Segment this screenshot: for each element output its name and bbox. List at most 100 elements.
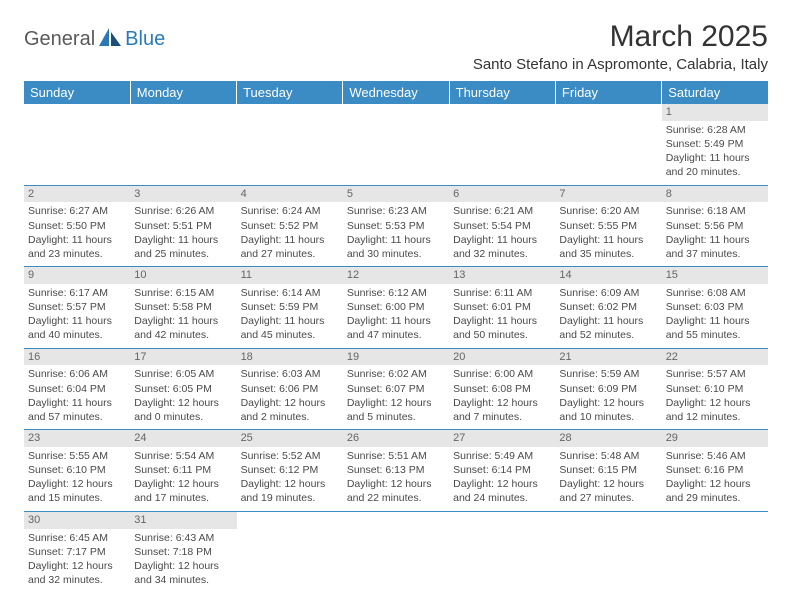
day-number: 20: [449, 349, 555, 366]
daylight-text-2: and 7 minutes.: [453, 410, 551, 424]
sunrise-text: Sunrise: 6:24 AM: [241, 204, 339, 218]
daylight-text-1: Daylight: 12 hours: [666, 396, 764, 410]
sunrise-text: Sunrise: 6:28 AM: [666, 123, 764, 137]
daylight-text-1: Daylight: 12 hours: [347, 477, 445, 491]
daylight-text-1: Daylight: 11 hours: [559, 314, 657, 328]
day-number: 31: [130, 512, 236, 529]
calendar-row: 16Sunrise: 6:06 AMSunset: 6:04 PMDayligh…: [24, 348, 768, 430]
daylight-text-2: and 30 minutes.: [347, 247, 445, 261]
day-number: 14: [555, 267, 661, 284]
col-thursday: Thursday: [449, 81, 555, 104]
day-number: 15: [662, 267, 768, 284]
sunrise-text: Sunrise: 6:23 AM: [347, 204, 445, 218]
sunrise-text: Sunrise: 6:21 AM: [453, 204, 551, 218]
sunrise-text: Sunrise: 5:59 AM: [559, 367, 657, 381]
sunset-text: Sunset: 6:11 PM: [134, 463, 232, 477]
day-number: 26: [343, 430, 449, 447]
calendar-cell: [555, 511, 661, 592]
calendar-cell: 19Sunrise: 6:02 AMSunset: 6:07 PMDayligh…: [343, 348, 449, 430]
sail-icon: [97, 26, 123, 53]
calendar-cell: 5Sunrise: 6:23 AMSunset: 5:53 PMDaylight…: [343, 185, 449, 267]
sunset-text: Sunset: 5:57 PM: [28, 300, 126, 314]
day-number: 28: [555, 430, 661, 447]
sunrise-text: Sunrise: 6:08 AM: [666, 286, 764, 300]
daylight-text-2: and 10 minutes.: [559, 410, 657, 424]
calendar-cell: [662, 511, 768, 592]
sunrise-text: Sunrise: 6:15 AM: [134, 286, 232, 300]
daylight-text-1: Daylight: 11 hours: [134, 314, 232, 328]
daylight-text-1: Daylight: 12 hours: [666, 477, 764, 491]
calendar-row: 30Sunrise: 6:45 AMSunset: 7:17 PMDayligh…: [24, 511, 768, 592]
day-number: 3: [130, 186, 236, 203]
daylight-text-1: Daylight: 12 hours: [28, 477, 126, 491]
calendar-cell: [555, 104, 661, 185]
sunset-text: Sunset: 6:13 PM: [347, 463, 445, 477]
day-number: 4: [237, 186, 343, 203]
sunset-text: Sunset: 6:10 PM: [28, 463, 126, 477]
sunset-text: Sunset: 6:09 PM: [559, 382, 657, 396]
daylight-text-1: Daylight: 11 hours: [28, 396, 126, 410]
col-sunday: Sunday: [24, 81, 130, 104]
daylight-text-1: Daylight: 12 hours: [347, 396, 445, 410]
daylight-text-2: and 47 minutes.: [347, 328, 445, 342]
sunrise-text: Sunrise: 6:20 AM: [559, 204, 657, 218]
sunrise-text: Sunrise: 5:57 AM: [666, 367, 764, 381]
sunset-text: Sunset: 5:53 PM: [347, 219, 445, 233]
day-number: 21: [555, 349, 661, 366]
sunset-text: Sunset: 5:52 PM: [241, 219, 339, 233]
sunrise-text: Sunrise: 5:52 AM: [241, 449, 339, 463]
daylight-text-1: Daylight: 11 hours: [28, 314, 126, 328]
calendar-cell: 22Sunrise: 5:57 AMSunset: 6:10 PMDayligh…: [662, 348, 768, 430]
calendar-cell: 17Sunrise: 6:05 AMSunset: 6:05 PMDayligh…: [130, 348, 236, 430]
daylight-text-2: and 32 minutes.: [28, 573, 126, 587]
sunrise-text: Sunrise: 6:05 AM: [134, 367, 232, 381]
daylight-text-2: and 27 minutes.: [241, 247, 339, 261]
daylight-text-2: and 23 minutes.: [28, 247, 126, 261]
day-number: 11: [237, 267, 343, 284]
calendar-cell: 6Sunrise: 6:21 AMSunset: 5:54 PMDaylight…: [449, 185, 555, 267]
sunrise-text: Sunrise: 6:17 AM: [28, 286, 126, 300]
page-header: General Blue March 2025 Santo Stefano in…: [24, 20, 768, 73]
daylight-text-1: Daylight: 11 hours: [666, 314, 764, 328]
calendar-cell: 23Sunrise: 5:55 AMSunset: 6:10 PMDayligh…: [24, 430, 130, 512]
month-title: March 2025: [473, 20, 768, 54]
calendar-row: 1Sunrise: 6:28 AMSunset: 5:49 PMDaylight…: [24, 104, 768, 185]
daylight-text-1: Daylight: 11 hours: [453, 314, 551, 328]
daylight-text-2: and 15 minutes.: [28, 491, 126, 505]
daylight-text-1: Daylight: 11 hours: [666, 151, 764, 165]
day-number: 12: [343, 267, 449, 284]
day-number: 10: [130, 267, 236, 284]
calendar-cell: [449, 104, 555, 185]
day-number: 8: [662, 186, 768, 203]
sunset-text: Sunset: 6:14 PM: [453, 463, 551, 477]
calendar-row: 23Sunrise: 5:55 AMSunset: 6:10 PMDayligh…: [24, 430, 768, 512]
daylight-text-1: Daylight: 11 hours: [28, 233, 126, 247]
calendar-cell: 24Sunrise: 5:54 AMSunset: 6:11 PMDayligh…: [130, 430, 236, 512]
day-number: 16: [24, 349, 130, 366]
sunset-text: Sunset: 5:58 PM: [134, 300, 232, 314]
daylight-text-2: and 20 minutes.: [666, 165, 764, 179]
daylight-text-2: and 22 minutes.: [347, 491, 445, 505]
day-number: 9: [24, 267, 130, 284]
sunset-text: Sunset: 6:03 PM: [666, 300, 764, 314]
calendar-cell: 28Sunrise: 5:48 AMSunset: 6:15 PMDayligh…: [555, 430, 661, 512]
daylight-text-1: Daylight: 11 hours: [347, 314, 445, 328]
sunrise-text: Sunrise: 6:43 AM: [134, 531, 232, 545]
daylight-text-2: and 42 minutes.: [134, 328, 232, 342]
daylight-text-1: Daylight: 11 hours: [134, 233, 232, 247]
day-number: 2: [24, 186, 130, 203]
calendar-cell: 25Sunrise: 5:52 AMSunset: 6:12 PMDayligh…: [237, 430, 343, 512]
calendar-cell: [449, 511, 555, 592]
calendar-cell: 10 Sunrise: 6:15 AMSunset: 5:58 PMDayligh…: [130, 267, 236, 349]
sunrise-text: Sunrise: 5:48 AM: [559, 449, 657, 463]
sunset-text: Sunset: 6:10 PM: [666, 382, 764, 396]
calendar-cell: 3Sunrise: 6:26 AMSunset: 5:51 PMDaylight…: [130, 185, 236, 267]
daylight-text-1: Daylight: 11 hours: [241, 314, 339, 328]
sunrise-text: Sunrise: 6:45 AM: [28, 531, 126, 545]
daylight-text-1: Daylight: 12 hours: [453, 477, 551, 491]
daylight-text-2: and 57 minutes.: [28, 410, 126, 424]
sunrise-text: Sunrise: 5:49 AM: [453, 449, 551, 463]
calendar-cell: [237, 104, 343, 185]
daylight-text-1: Daylight: 12 hours: [241, 477, 339, 491]
sunset-text: Sunset: 5:51 PM: [134, 219, 232, 233]
